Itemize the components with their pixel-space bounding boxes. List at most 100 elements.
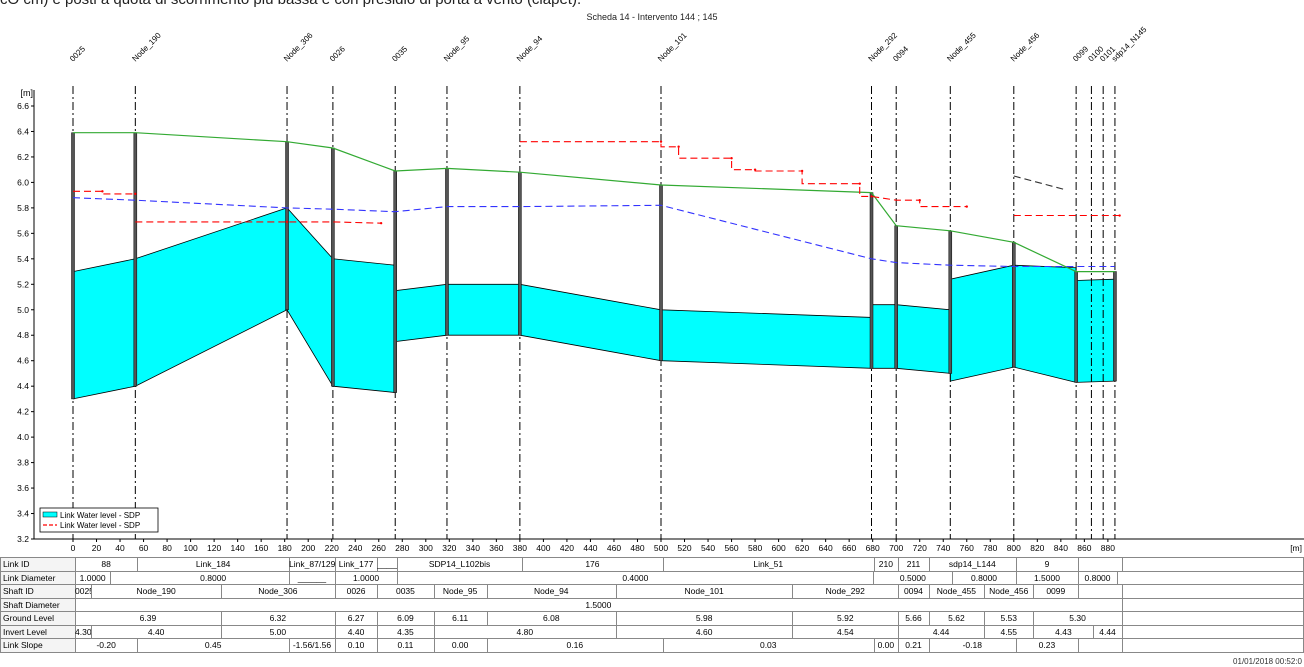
y-tick-label: 5.4	[17, 254, 29, 264]
red-marker	[379, 221, 383, 225]
table-cell: 4.44	[1093, 625, 1123, 638]
table-cell: 210	[874, 558, 900, 571]
y-axis-label: [m]	[21, 88, 34, 98]
profile-data-table: Link ID 88 Link_184 Link_87/129 Link_177 ____…	[0, 557, 1304, 653]
red-marker	[918, 199, 921, 202]
red-marker	[677, 145, 680, 148]
table-cell: 6.09	[377, 612, 435, 625]
table-cell: 4.54	[792, 625, 900, 638]
x-tick-label: 380	[513, 543, 527, 553]
page-caption: cO cm) e posti a quota di scorrimento pi…	[0, 0, 581, 8]
red-water-level-line	[135, 221, 382, 224]
x-tick-label: 700	[889, 543, 903, 553]
y-tick-label: 4.4	[17, 381, 29, 391]
table-cell: 1.0000	[335, 571, 399, 584]
x-tick-label: 600	[772, 543, 786, 553]
table-cell: Link_51	[663, 558, 875, 571]
table-row: Link Diameter 1.0000 0.8000 ______ 1.0000 0.4…	[0, 570, 1304, 585]
x-tick-label: 720	[913, 543, 927, 553]
table-cell: Node_455	[929, 585, 986, 598]
ground-level-line	[73, 132, 1115, 273]
y-tick-label: 3.8	[17, 458, 29, 468]
red-marker	[1118, 214, 1121, 217]
x-tick-label: 80	[162, 543, 172, 553]
y-tick-label: 3.2	[17, 534, 29, 544]
x-tick-label: 660	[842, 543, 856, 553]
x-tick-label: 400	[536, 543, 550, 553]
node-label: 0099	[1071, 44, 1090, 63]
table-cell: Link_184	[137, 558, 291, 571]
x-tick-label: 180	[278, 543, 292, 553]
node-label: Node_95	[442, 34, 472, 64]
node-shaft	[393, 170, 397, 393]
table-cell: 0.8000	[1078, 571, 1118, 584]
table-cell: Node_94	[487, 585, 617, 598]
timestamp: 01/01/2018 00:52:0	[1233, 657, 1302, 666]
node-shaft	[1012, 242, 1016, 368]
table-cell: Node_306	[221, 585, 336, 598]
x-tick-label: 0	[71, 543, 76, 553]
x-tick-label: 820	[1030, 543, 1044, 553]
x-tick-label: 520	[677, 543, 691, 553]
table-cell: 0.03	[663, 639, 875, 652]
x-tick-label: 860	[1077, 543, 1091, 553]
x-tick-label: 460	[607, 543, 621, 553]
conduit-invert-line	[72, 309, 1115, 400]
node-label: Node_94	[515, 34, 545, 64]
x-tick-label: 480	[630, 543, 644, 553]
legend-label: Link Water level - SDP	[60, 511, 140, 520]
table-row: Invert Level 4.30 4.40 5.00 4.40 4.35 4.80 4.60…	[0, 624, 1304, 639]
x-tick-label: 240	[348, 543, 362, 553]
y-tick-label: 5.0	[17, 305, 29, 315]
legend-label: Link Water level - SDP	[60, 521, 140, 530]
y-tick-label: 6.6	[17, 101, 29, 111]
table-cell: 4.35	[377, 625, 435, 638]
table-cell: 6.08	[487, 612, 617, 625]
table-cell: 5.53	[984, 612, 1035, 625]
row-cells: 6.39 6.32 6.27 6.09 6.11 6.08 5.98 5.92 5.66 5.62…	[75, 611, 1304, 626]
table-cell: SDP14_L102bis	[397, 558, 523, 571]
node-shaft	[1113, 271, 1117, 382]
water-level-line	[72, 197, 1115, 268]
legend-swatch	[42, 511, 58, 518]
table-cell: Node_456	[984, 585, 1035, 598]
y-tick-label: 5.6	[17, 228, 29, 238]
red-marker	[134, 192, 137, 196]
red-water-level-line	[519, 141, 967, 208]
x-tick-label: 260	[372, 543, 386, 553]
red-marker	[101, 190, 104, 193]
table-cell: 0025	[75, 585, 93, 598]
table-cell: 5.98	[616, 612, 794, 625]
x-tick-label: 300	[419, 543, 433, 553]
row-header: Link Diameter	[0, 570, 76, 585]
table-cell: 0.8000	[952, 571, 1017, 584]
conduit-water-fill	[73, 207, 1115, 399]
y-tick-label: 4.6	[17, 356, 29, 366]
table-cell: 0.11	[377, 639, 435, 652]
table-cell: 4.60	[616, 625, 794, 638]
y-tick-label: 6.2	[17, 152, 29, 162]
x-tick-label: 340	[466, 543, 480, 553]
table-cell: 6.11	[434, 612, 488, 625]
table-cell: 6.27	[335, 612, 379, 625]
node-label: Node_190	[130, 31, 163, 64]
x-tick-label: 120	[207, 543, 221, 553]
upstream-level-line	[1013, 175, 1067, 191]
table-cell: 0094	[898, 585, 930, 598]
table-cell: Node_190	[91, 585, 222, 598]
table-cell: -0.18	[929, 639, 1017, 652]
table-cell: 1.0000	[75, 571, 112, 584]
table-cell: 88	[75, 558, 139, 571]
row-header: Ground Level	[0, 611, 76, 626]
x-tick-label: 440	[583, 543, 597, 553]
y-tick-label: 5.2	[17, 279, 29, 289]
node-shaft	[133, 132, 138, 387]
row-cells: 4.30 4.40 5.00 4.40 4.35 4.80 4.60 4.54 4.44 4.55…	[75, 624, 1304, 639]
y-tick-label: 4.0	[17, 432, 29, 442]
y-tick-label: 6.0	[17, 177, 29, 187]
x-tick-label: 100	[184, 543, 198, 553]
node-label: Node_455	[945, 31, 978, 64]
table-row: Link ID 88 Link_184 Link_87/129 Link_177 ____…	[0, 557, 1304, 572]
node-label: 0035	[390, 44, 409, 63]
x-tick-label: 760	[960, 543, 974, 553]
